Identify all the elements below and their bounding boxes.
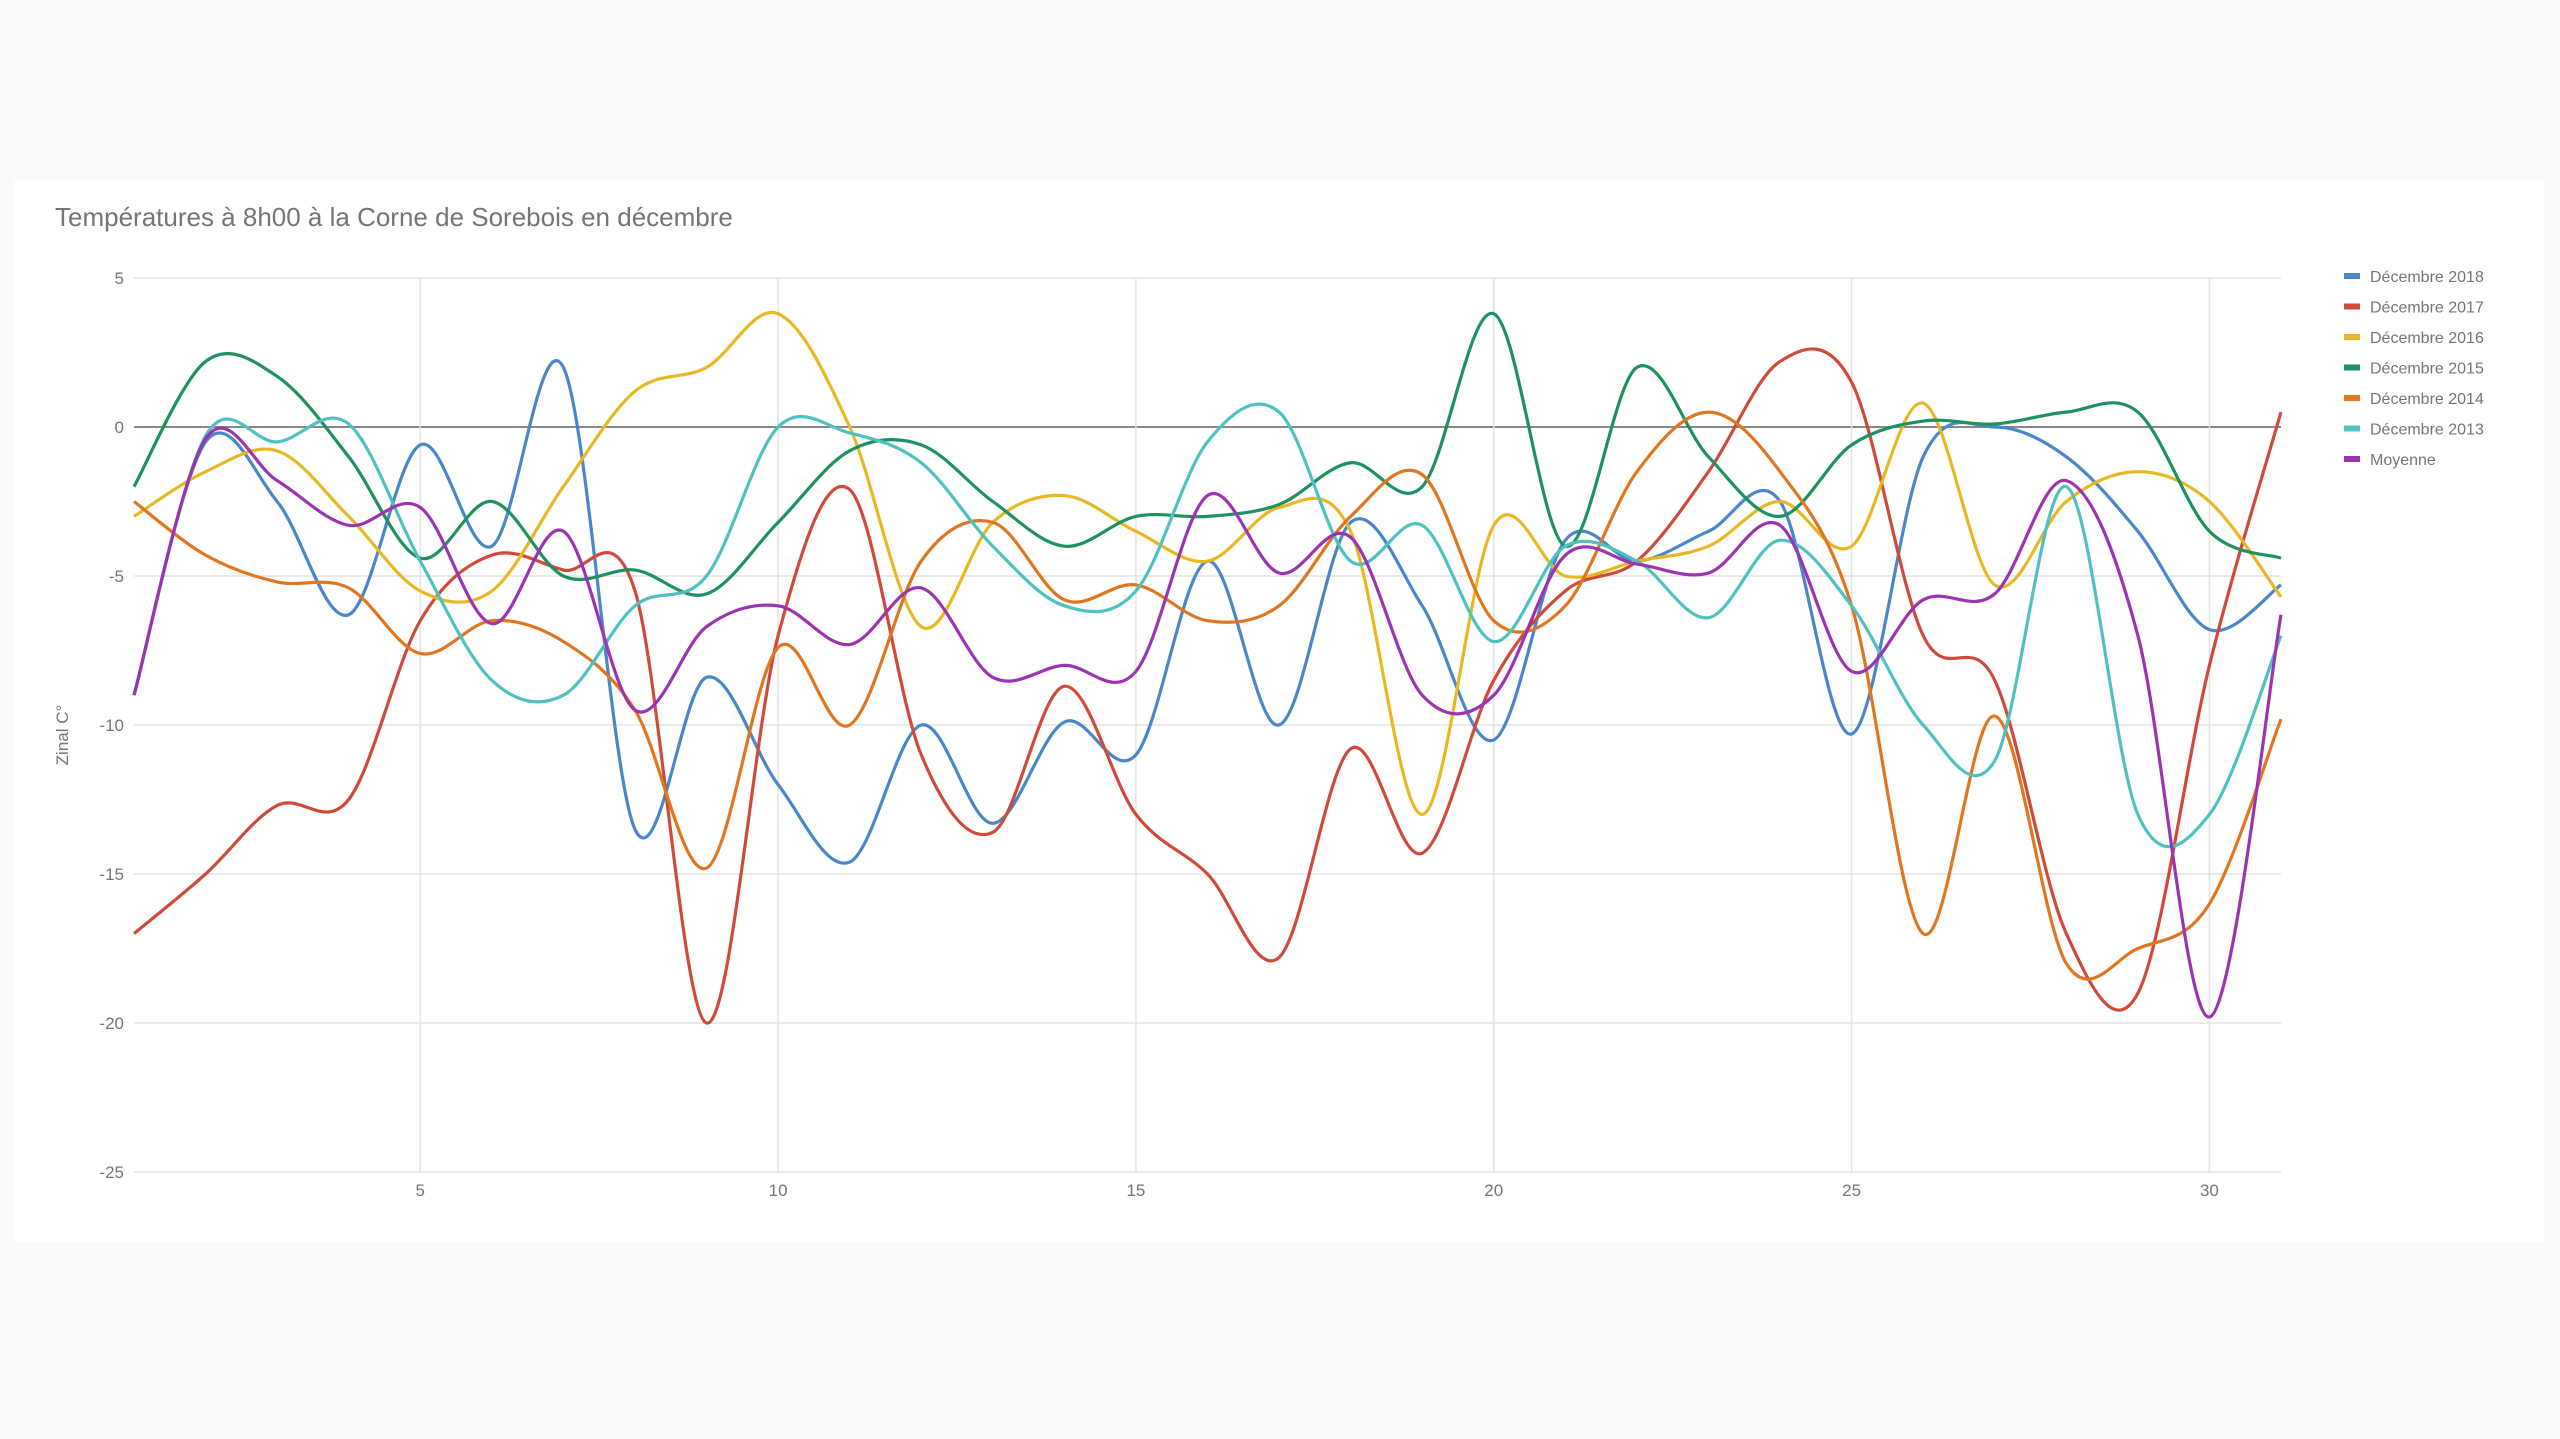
x-tick-label: 25 — [1842, 1181, 1861, 1200]
series-line — [132, 426, 2283, 1019]
y-tick-label: 5 — [115, 269, 124, 288]
legend-label: Décembre 2014 — [2370, 391, 2484, 408]
y-tick-label: 0 — [115, 418, 124, 437]
chart-card — [14, 180, 2544, 1242]
series-line — [133, 410, 2283, 981]
series-line — [132, 347, 2283, 1025]
y-tick-label: -25 — [99, 1163, 124, 1182]
series-line — [132, 312, 2282, 597]
legend-label: Décembre 2015 — [2370, 361, 2484, 378]
legend-swatch — [2344, 425, 2360, 432]
legend-swatch — [2344, 303, 2360, 310]
legend-label: Décembre 2017 — [2370, 300, 2484, 317]
x-tick-label: 30 — [2200, 1181, 2219, 1200]
legend-swatch — [2344, 395, 2360, 401]
legend-label: Moyenne — [2370, 452, 2436, 469]
legend-label: Décembre 2016 — [2370, 330, 2484, 347]
chart-title: Températures à 8h00 à la Corne de Sorebo… — [55, 202, 733, 232]
x-tick-label: 15 — [1126, 1181, 1145, 1200]
legend-label: Décembre 2013 — [2370, 422, 2484, 439]
series-line — [132, 402, 2283, 849]
y-tick-label: -20 — [99, 1014, 124, 1033]
legend-swatch — [2344, 273, 2360, 279]
x-tick-label: 20 — [1484, 1181, 1503, 1200]
y-tick-label: -15 — [99, 865, 124, 884]
plot-area: -25 -20 -15 -10 -5 0 5 5 10 15 20 25 30 — [99, 269, 2283, 1200]
legend-label: Décembre 2018 — [2370, 269, 2484, 286]
legend-swatch — [2344, 334, 2360, 340]
series-line — [132, 359, 2282, 865]
legend-swatch — [2344, 456, 2360, 462]
y-tick-label: -5 — [109, 567, 124, 586]
legend-swatch — [2344, 364, 2360, 371]
y-tick-label: -10 — [99, 716, 124, 735]
x-tick-label: 10 — [769, 1181, 788, 1200]
x-tick-label: 5 — [416, 1181, 425, 1200]
y-axis-label: Zinal C° — [53, 705, 72, 766]
series-line — [133, 310, 2283, 817]
